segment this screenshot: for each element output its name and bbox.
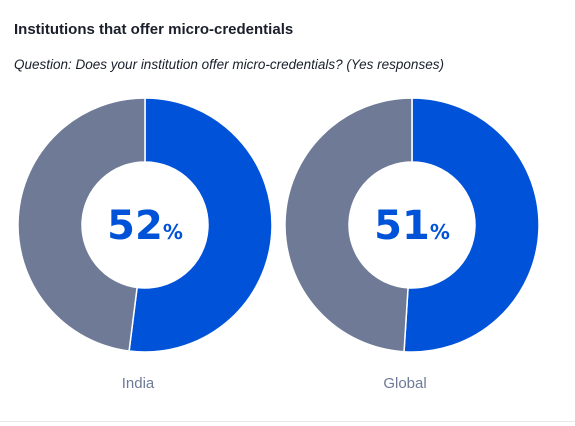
donut-global: 51% Global bbox=[284, 97, 540, 392]
chart-subtitle: Question: Does your institution offer mi… bbox=[14, 57, 444, 72]
slice-remainder-global bbox=[284, 97, 413, 353]
category-label-global: Global bbox=[383, 375, 426, 392]
value-label-global: 51% bbox=[374, 203, 450, 249]
donut-india: 52% India bbox=[17, 97, 273, 392]
chart-title: Institutions that offer micro-credential… bbox=[14, 21, 294, 38]
value-label-india: 52% bbox=[107, 203, 183, 249]
slice-yes-india bbox=[128, 97, 273, 353]
slice-yes-global bbox=[403, 97, 540, 353]
category-label-india: India bbox=[122, 375, 155, 392]
slice-remainder-india bbox=[17, 97, 146, 352]
